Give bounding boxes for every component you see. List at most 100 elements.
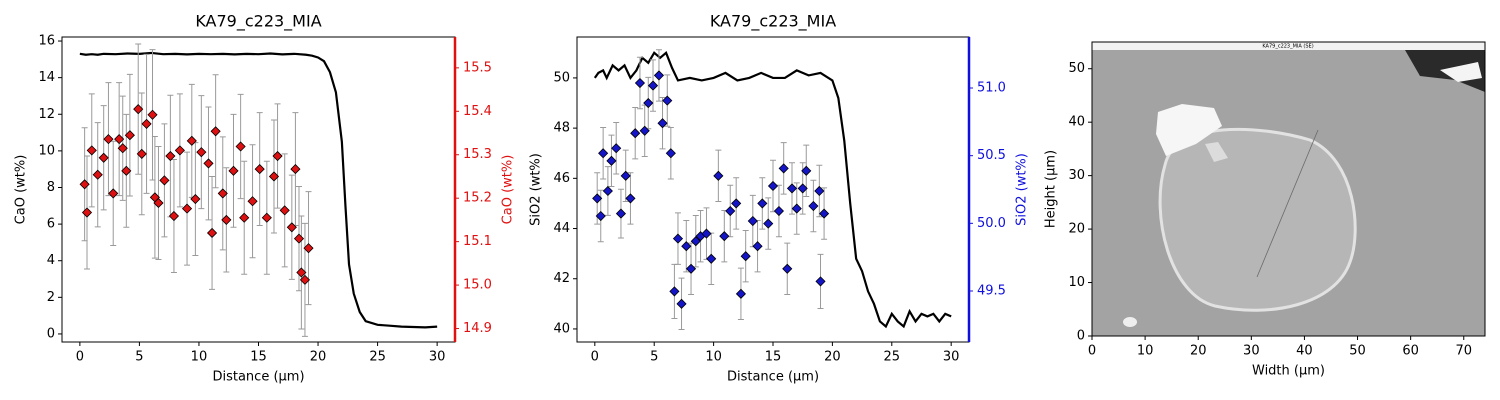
data-point — [625, 193, 636, 204]
data-point — [657, 118, 668, 129]
profile-line — [593, 50, 952, 329]
data-point — [108, 188, 119, 199]
y-tick-label: 16 — [38, 34, 55, 49]
y-tick-label: 30 — [1068, 168, 1085, 183]
data-point — [136, 148, 147, 159]
data-point — [190, 193, 201, 205]
chart-title: KA79_c223_MIA — [710, 12, 836, 32]
data-point — [662, 95, 673, 106]
x-tick-label: 0 — [76, 350, 84, 365]
y-axis-label: SiO2 (wt%) — [529, 153, 544, 226]
data-point — [630, 128, 641, 139]
data-point — [786, 183, 798, 194]
data-point — [782, 263, 793, 274]
data-point — [752, 241, 763, 252]
x-tick-label: 15 — [250, 350, 267, 365]
data-point — [606, 155, 617, 166]
x-tick-label: 20 — [1190, 344, 1207, 359]
data-point — [279, 205, 290, 216]
y2-tick-label: 15.5 — [463, 60, 492, 75]
axes-frame — [1091, 41, 1486, 337]
y2-tick-label: 15.1 — [463, 234, 492, 249]
y-tick-label: 40 — [1068, 115, 1085, 130]
data-point — [685, 263, 697, 274]
data-point — [713, 170, 724, 181]
data-point — [81, 207, 93, 218]
data-point — [153, 197, 164, 209]
y-tick-label: 48 — [553, 121, 570, 136]
y-tick-label: 50 — [1068, 61, 1085, 76]
data-point — [767, 180, 779, 192]
y2-tick-label: 15.3 — [463, 147, 492, 162]
y-tick-label: 40 — [553, 321, 570, 336]
data-point — [293, 233, 305, 244]
y-tick-label: 8 — [47, 180, 55, 195]
data-point — [819, 208, 830, 219]
profile-line — [79, 51, 438, 329]
data-point — [299, 274, 311, 285]
y-tick-label: 6 — [47, 217, 55, 232]
x-tick-label: 15 — [765, 350, 782, 365]
y2-tick-label: 15.0 — [463, 278, 492, 293]
data-point — [247, 196, 258, 207]
data-point — [681, 241, 692, 252]
sem-image: KA79_c223_MIA (SE) — [1092, 42, 1485, 336]
y-tick-label: 20 — [1068, 222, 1085, 237]
bright-spot — [1123, 317, 1137, 327]
data-point — [731, 198, 742, 209]
x-tick-label: 20 — [310, 350, 327, 365]
y-tick-label: 42 — [553, 271, 570, 286]
x-tick-label: 0 — [591, 350, 599, 365]
data-point — [124, 130, 135, 141]
data-point — [757, 198, 768, 209]
data-point — [719, 231, 730, 242]
data-point — [797, 183, 808, 194]
data-point — [79, 179, 90, 190]
data-point — [598, 148, 609, 159]
data-point — [98, 152, 109, 163]
data-point — [808, 200, 819, 212]
x-tick-label: 30 — [1243, 344, 1260, 359]
data-point — [653, 70, 665, 81]
data-point — [725, 205, 736, 217]
y2-tick-label: 49.5 — [977, 283, 1006, 298]
data-point — [210, 126, 221, 137]
data-point — [814, 185, 825, 197]
data-point — [303, 243, 314, 254]
crystal-fragment — [1205, 142, 1228, 162]
data-point — [86, 145, 97, 156]
y-tick-label: 4 — [47, 253, 55, 268]
data-point — [117, 143, 128, 154]
data-point — [261, 212, 272, 223]
data-point — [159, 175, 170, 186]
x-tick-label: 20 — [824, 350, 841, 365]
y2-tick-label: 14.9 — [463, 321, 492, 336]
x-tick-label: 25 — [369, 350, 386, 365]
data-point — [174, 145, 185, 156]
x-tick-label: 30 — [943, 350, 960, 365]
data-point — [672, 233, 684, 244]
data-point — [165, 150, 176, 162]
y2-axis-label: SiO2 (wt%) — [1015, 153, 1030, 226]
data-point — [168, 210, 180, 222]
y2-axis-label: CaO (wt%) — [501, 155, 516, 225]
data-point — [647, 80, 659, 91]
x-axis-label: Distance (µm) — [212, 370, 304, 385]
data-point — [290, 164, 301, 175]
data-point — [133, 104, 144, 115]
data-point — [239, 212, 250, 223]
image-label: KA79_c223_MIA (SE) — [1262, 44, 1313, 50]
x-tick-label: 25 — [884, 350, 901, 365]
y2-tick-label: 50.0 — [977, 216, 1006, 231]
y-tick-label: 46 — [553, 171, 570, 186]
y-tick-label: 14 — [38, 70, 55, 85]
y-tick-label: 10 — [1068, 275, 1085, 290]
data-point — [602, 185, 613, 197]
data-point — [676, 298, 687, 309]
data-point — [639, 125, 650, 136]
y2-tick-label: 15.2 — [463, 191, 492, 206]
x-tick-label: 10 — [1137, 344, 1154, 359]
image-header — [1092, 42, 1485, 50]
